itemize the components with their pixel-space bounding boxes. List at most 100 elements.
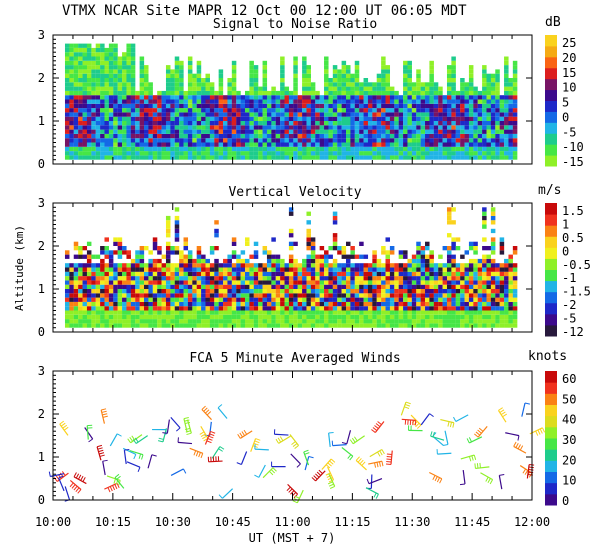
snr-cell bbox=[122, 56, 127, 61]
snr-cell bbox=[179, 116, 184, 121]
velocity-cell bbox=[73, 241, 79, 246]
snr-cell bbox=[495, 90, 500, 96]
snr-cell bbox=[328, 133, 333, 139]
velocity-cell bbox=[442, 263, 448, 268]
velocity-cell bbox=[363, 301, 369, 307]
snr-cell bbox=[223, 116, 228, 121]
snr-cell bbox=[504, 90, 509, 96]
wind-barb-flag bbox=[277, 437, 282, 443]
snr-cell bbox=[495, 78, 500, 83]
velocity-cell bbox=[196, 314, 202, 320]
wind-barb-flag bbox=[73, 472, 77, 478]
velocity-cell bbox=[214, 263, 219, 268]
velocity-cell bbox=[249, 297, 254, 302]
velocity-cell bbox=[157, 276, 162, 281]
snr-cell bbox=[73, 56, 79, 61]
wind-barb-flag bbox=[99, 454, 105, 457]
snr-cell bbox=[249, 103, 254, 109]
velocity-cell bbox=[253, 284, 259, 289]
velocity-cell bbox=[170, 297, 175, 302]
snr-cell bbox=[130, 129, 136, 134]
snr-cell bbox=[95, 95, 101, 100]
wind-barb-flag bbox=[381, 461, 384, 467]
velocity-cell bbox=[302, 284, 307, 289]
velocity-cell bbox=[108, 323, 114, 328]
velocity-cell bbox=[324, 301, 329, 307]
velocity-cell bbox=[205, 314, 210, 320]
velocity-cell bbox=[157, 319, 162, 324]
snr-cell bbox=[104, 125, 109, 130]
snr-cell bbox=[486, 86, 491, 91]
velocity-cell bbox=[218, 310, 224, 315]
snr-cell bbox=[152, 129, 158, 134]
wind-barb-flag bbox=[375, 493, 379, 499]
snr-cell bbox=[108, 138, 114, 143]
velocity-cell bbox=[394, 293, 399, 298]
snr-cell bbox=[468, 103, 474, 109]
snr-cell bbox=[315, 151, 320, 156]
velocity-cell bbox=[381, 310, 386, 315]
snr-cell bbox=[91, 99, 96, 104]
velocity-cell bbox=[324, 254, 329, 259]
snr-cell bbox=[139, 69, 145, 74]
snr-cell bbox=[376, 129, 382, 134]
snr-cell bbox=[332, 78, 338, 83]
snr-cell bbox=[512, 65, 518, 70]
snr-cell bbox=[108, 151, 114, 156]
snr-cell bbox=[117, 129, 123, 134]
snr-cell bbox=[73, 73, 79, 78]
velocity-cell bbox=[179, 310, 184, 315]
velocity-cell bbox=[315, 263, 320, 268]
snr-cell bbox=[416, 95, 421, 100]
wind-barb bbox=[315, 470, 326, 482]
velocity-cell bbox=[183, 301, 189, 307]
colorbar-swatch bbox=[545, 133, 557, 145]
snr-cell bbox=[174, 56, 180, 61]
wind-barb-flag bbox=[239, 432, 243, 438]
snr-cell bbox=[455, 125, 461, 130]
colorbar-label: -10 bbox=[562, 140, 584, 154]
snr-cell bbox=[236, 138, 241, 143]
snr-cell bbox=[139, 82, 145, 87]
velocity-cell bbox=[433, 301, 439, 307]
snr-cell bbox=[201, 151, 206, 156]
velocity-cell bbox=[135, 276, 140, 281]
velocity-cell bbox=[117, 237, 123, 242]
snr-cell bbox=[310, 95, 316, 100]
velocity-cell bbox=[473, 246, 478, 251]
snr-cell bbox=[328, 151, 333, 156]
snr-cell bbox=[438, 151, 443, 156]
snr-cell bbox=[104, 151, 109, 156]
velocity-cell bbox=[420, 284, 426, 289]
velocity-cell bbox=[394, 280, 399, 285]
velocity-cell bbox=[341, 293, 347, 298]
velocity-cell bbox=[91, 289, 96, 294]
snr-cell bbox=[165, 151, 171, 156]
snr-cell bbox=[73, 108, 79, 113]
velocity-cell bbox=[240, 301, 246, 307]
snr-cell bbox=[122, 151, 127, 156]
snr-cell bbox=[389, 146, 395, 152]
snr-cell bbox=[253, 69, 259, 74]
snr-cell bbox=[288, 121, 294, 126]
snr-cell bbox=[324, 86, 329, 91]
snr-cell bbox=[490, 146, 496, 152]
snr-cell bbox=[73, 65, 79, 70]
snr-cell bbox=[350, 133, 355, 139]
snr-cell bbox=[91, 133, 96, 139]
snr-cell bbox=[345, 99, 351, 104]
velocity-cell bbox=[288, 310, 294, 315]
snr-cell bbox=[367, 82, 373, 87]
velocity-cell bbox=[407, 323, 412, 328]
velocity-cell bbox=[183, 258, 189, 264]
velocity-cell bbox=[477, 284, 483, 289]
snr-cell bbox=[183, 133, 189, 139]
snr-cell bbox=[350, 125, 355, 130]
velocity-cell bbox=[297, 280, 303, 285]
snr-cell bbox=[152, 151, 158, 156]
snr-cell bbox=[460, 99, 465, 104]
snr-cell bbox=[64, 142, 70, 147]
snr-cell bbox=[297, 116, 303, 121]
